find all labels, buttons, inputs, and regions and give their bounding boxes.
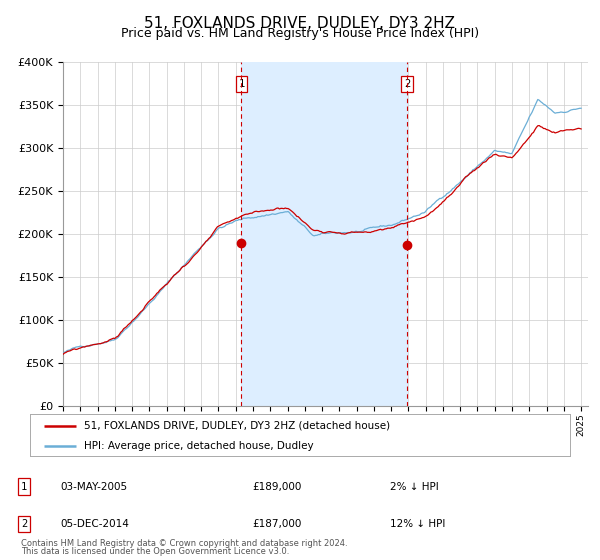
Text: Contains HM Land Registry data © Crown copyright and database right 2024.: Contains HM Land Registry data © Crown c… xyxy=(21,539,347,548)
Text: HPI: Average price, detached house, Dudley: HPI: Average price, detached house, Dudl… xyxy=(84,441,314,451)
Text: 51, FOXLANDS DRIVE, DUDLEY, DY3 2HZ (detached house): 51, FOXLANDS DRIVE, DUDLEY, DY3 2HZ (det… xyxy=(84,421,390,431)
Text: 51, FOXLANDS DRIVE, DUDLEY, DY3 2HZ: 51, FOXLANDS DRIVE, DUDLEY, DY3 2HZ xyxy=(145,16,455,31)
Text: 03-MAY-2005: 03-MAY-2005 xyxy=(60,482,127,492)
Bar xyxy=(241,62,407,406)
Text: 1: 1 xyxy=(238,79,245,89)
Text: £189,000: £189,000 xyxy=(252,482,301,492)
Text: This data is licensed under the Open Government Licence v3.0.: This data is licensed under the Open Gov… xyxy=(21,547,289,556)
Text: £187,000: £187,000 xyxy=(252,519,301,529)
Text: 2: 2 xyxy=(21,519,27,529)
Text: 2% ↓ HPI: 2% ↓ HPI xyxy=(390,482,439,492)
Text: 1: 1 xyxy=(21,482,27,492)
Text: 2: 2 xyxy=(404,79,410,89)
Text: Price paid vs. HM Land Registry's House Price Index (HPI): Price paid vs. HM Land Registry's House … xyxy=(121,27,479,40)
Text: 12% ↓ HPI: 12% ↓ HPI xyxy=(390,519,445,529)
Text: 05-DEC-2014: 05-DEC-2014 xyxy=(60,519,129,529)
